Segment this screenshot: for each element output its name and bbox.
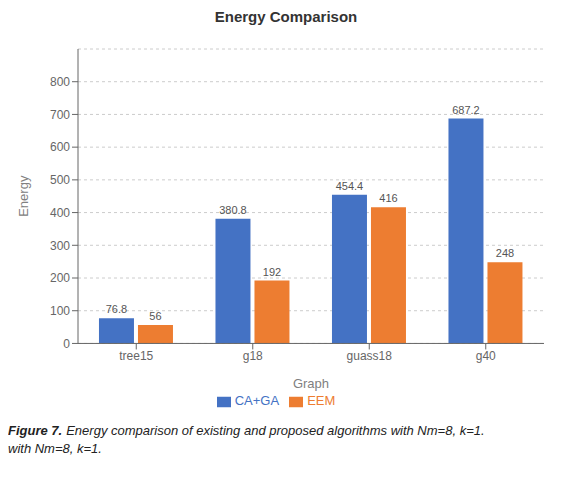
- svg-text:400: 400: [50, 206, 70, 220]
- svg-text:56: 56: [149, 310, 161, 322]
- svg-text:Energy: Energy: [16, 175, 31, 217]
- svg-text:Graph: Graph: [293, 376, 329, 391]
- svg-text:416: 416: [379, 192, 397, 204]
- svg-text:800: 800: [50, 75, 70, 89]
- svg-text:380.8: 380.8: [219, 204, 247, 216]
- html-text:EEM: EEM: [307, 393, 336, 409]
- svg-text:guass18: guass18: [347, 349, 393, 363]
- svg-text:454.4: 454.4: [336, 180, 364, 192]
- html-text:Figure 7. Energy comparison of: Figure 7. Energy comparison of existing …: [8, 423, 485, 438]
- svg-text:700: 700: [50, 108, 70, 122]
- svg-text:248: 248: [496, 247, 514, 259]
- svg-text:tree15: tree15: [119, 349, 153, 363]
- html-text:with Nm=8, k=1.: with Nm=8, k=1.: [8, 440, 102, 456]
- svg-text:300: 300: [50, 239, 70, 253]
- svg-text:76.8: 76.8: [106, 303, 127, 315]
- svg-text:0: 0: [63, 337, 70, 351]
- svg-text:192: 192: [263, 266, 281, 278]
- svg-text:g18: g18: [243, 349, 263, 363]
- svg-text:200: 200: [50, 271, 70, 285]
- svg-text:600: 600: [50, 140, 70, 154]
- html-text:Energy Comparison: Energy Comparison: [214, 8, 358, 25]
- svg-text:687.2: 687.2: [452, 104, 480, 116]
- svg-text:500: 500: [50, 173, 70, 187]
- html-text:CA+GA: CA+GA: [234, 393, 280, 409]
- svg-text:g40: g40: [476, 349, 496, 363]
- svg-text:100: 100: [50, 304, 70, 318]
